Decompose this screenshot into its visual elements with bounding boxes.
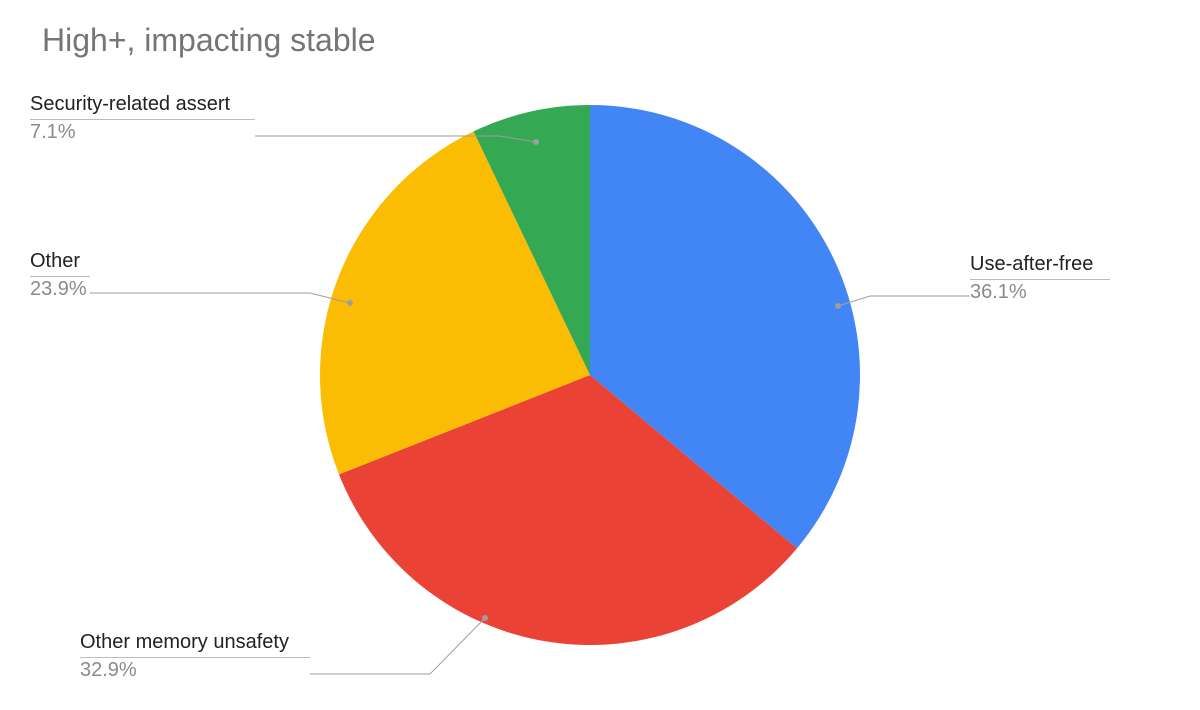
slice-label-name: Use-after-free bbox=[970, 252, 1110, 277]
slice-label-percent: 36.1% bbox=[970, 280, 1110, 305]
chart-container: High+, impacting stable Use-after-free36… bbox=[0, 0, 1200, 710]
slice-label-name: Other memory unsafety bbox=[80, 630, 310, 655]
leader-line-other bbox=[90, 293, 350, 303]
slice-label-percent: 23.9% bbox=[30, 277, 90, 302]
slice-label-other-memory-unsafety: Other memory unsafety 32.9% bbox=[80, 630, 310, 683]
slice-label-use-after-free: Use-after-free 36.1% bbox=[970, 252, 1110, 305]
leader-line-other-memory-unsafety bbox=[310, 618, 485, 674]
slice-label-percent: 7.1% bbox=[30, 120, 255, 145]
leader-dot-other bbox=[347, 300, 353, 306]
slice-label-percent: 32.9% bbox=[80, 658, 310, 683]
slice-label-name: Security-related assert bbox=[30, 92, 255, 117]
leader-line-use-after-free bbox=[838, 296, 970, 306]
leader-dot-use-after-free bbox=[835, 303, 841, 309]
slice-label-name: Other bbox=[30, 249, 90, 274]
leader-dot-other-memory-unsafety bbox=[482, 615, 488, 621]
leader-dot-security-related-assert bbox=[533, 139, 539, 145]
slice-label-security-related-assert: Security-related assert 7.1% bbox=[30, 92, 255, 145]
slice-label-other: Other 23.9% bbox=[30, 249, 90, 302]
